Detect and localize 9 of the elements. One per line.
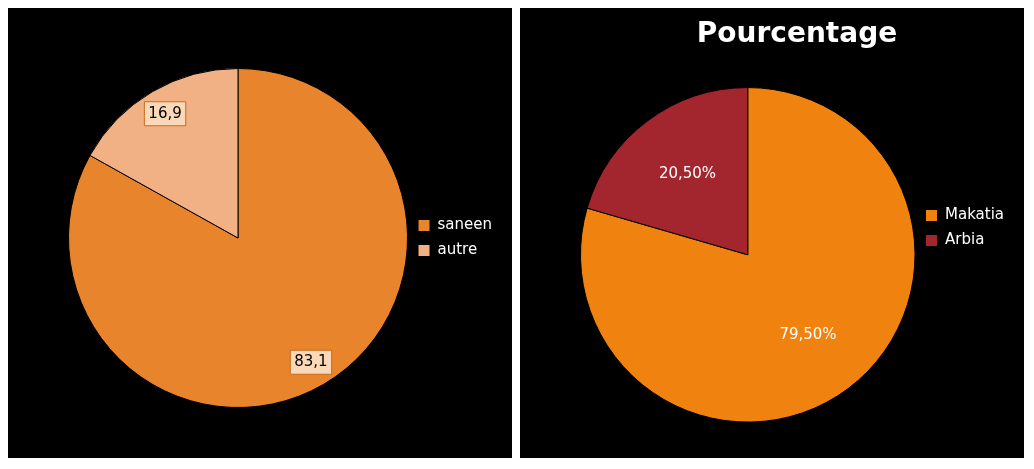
legend-label: Makatia bbox=[945, 205, 1005, 224]
data-label: 16,9 bbox=[148, 103, 182, 122]
legend-label: Arbia bbox=[945, 230, 985, 249]
data-label: 83,1 bbox=[294, 352, 328, 371]
data-label: 79,50% bbox=[779, 324, 837, 343]
data-label: 20,50% bbox=[658, 164, 717, 183]
legend-label: saneen bbox=[437, 215, 493, 234]
legend-label: autre bbox=[437, 240, 478, 259]
chart-title: Pourcentage bbox=[696, 16, 898, 50]
